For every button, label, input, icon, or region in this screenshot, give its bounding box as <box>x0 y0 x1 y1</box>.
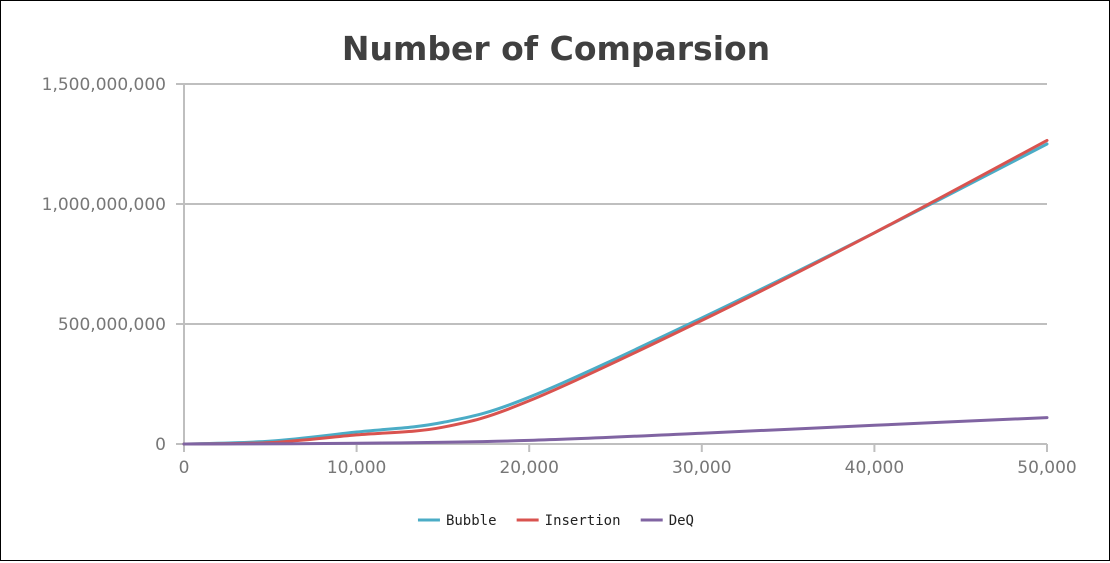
x-tick-label: 50,000 <box>1017 458 1076 478</box>
legend: Bubble Insertion DeQ <box>417 513 694 529</box>
legend-item-bubble: Bubble <box>417 513 497 529</box>
legend-label: Bubble <box>446 513 497 529</box>
x-tick-label: 40,000 <box>845 458 904 478</box>
series <box>182 138 1049 446</box>
legend-item-insertion: Insertion <box>516 513 621 529</box>
series-line-deq <box>182 416 1049 446</box>
y-tick-label: 500,000,000 <box>58 315 166 335</box>
x-tick-label: 30,000 <box>672 458 731 478</box>
grid <box>176 83 1047 445</box>
legend-label: Insertion <box>545 513 621 529</box>
series-line-bubble <box>182 142 1049 446</box>
x-tick-label: 20,000 <box>499 458 558 478</box>
chart-title: Number of Comparsion <box>342 29 770 68</box>
axes: 0 500,000,000 1,000,000,000 1,500,000,000 0 1… <box>42 75 1077 478</box>
x-tick-label: 10,000 <box>327 458 386 478</box>
y-tick-label: 0 <box>155 435 166 455</box>
legend-item-deq: DeQ <box>640 513 694 529</box>
legend-label: DeQ <box>669 513 694 529</box>
y-tick-label: 1,000,000,000 <box>42 195 166 215</box>
series-line-insertion <box>182 138 1049 446</box>
y-tick-label: 1,500,000,000 <box>42 75 166 95</box>
x-tick-label: 0 <box>179 458 190 478</box>
